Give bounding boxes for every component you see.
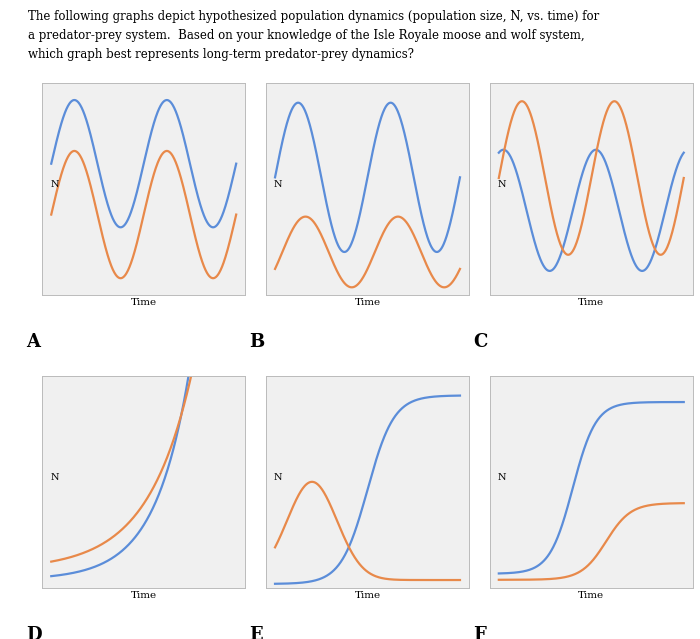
Text: A: A — [26, 334, 40, 351]
Text: N: N — [498, 180, 506, 189]
Text: which graph best represents long-term predator-prey dynamics?: which graph best represents long-term pr… — [28, 48, 414, 61]
Text: N: N — [274, 180, 282, 189]
Text: The following graphs depict hypothesized population dynamics (population size, N: The following graphs depict hypothesized… — [28, 10, 599, 22]
Text: C: C — [473, 334, 488, 351]
Text: N: N — [50, 180, 59, 189]
Text: B: B — [249, 334, 265, 351]
X-axis label: Time: Time — [354, 590, 381, 599]
X-axis label: Time: Time — [354, 298, 381, 307]
X-axis label: Time: Time — [131, 590, 157, 599]
Text: F: F — [473, 626, 486, 639]
Text: N: N — [50, 473, 59, 482]
Text: E: E — [249, 626, 263, 639]
Text: a predator-prey system.  Based on your knowledge of the Isle Royale moose and wo: a predator-prey system. Based on your kn… — [28, 29, 584, 42]
Text: D: D — [26, 626, 41, 639]
X-axis label: Time: Time — [131, 298, 157, 307]
X-axis label: Time: Time — [578, 298, 604, 307]
Text: N: N — [274, 473, 282, 482]
X-axis label: Time: Time — [578, 590, 604, 599]
Text: N: N — [498, 473, 506, 482]
